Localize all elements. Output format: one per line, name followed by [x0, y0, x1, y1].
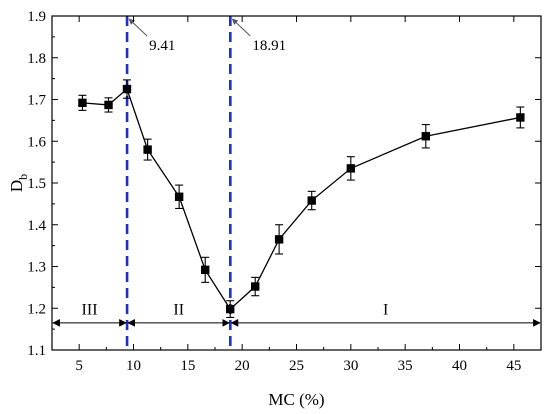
series-line: [82, 87, 521, 311]
reference-line-label: 9.41: [149, 38, 175, 54]
x-tick-label: 5: [75, 358, 83, 374]
region-label: II: [173, 302, 184, 319]
x-tick-label: 25: [289, 358, 304, 374]
y-tick-label: 1.3: [27, 260, 46, 276]
data-point: [516, 113, 525, 122]
y-tick-label: 1.2: [27, 301, 46, 317]
data-point: [251, 282, 260, 291]
y-tick-label: 1.8: [27, 51, 46, 67]
y-tick-label: 1.7: [27, 93, 46, 109]
data-point: [226, 304, 235, 314]
annotation-arrow: [231, 18, 251, 37]
x-tick-label: 15: [180, 358, 195, 374]
y-axis-title-main: D: [7, 180, 26, 192]
x-axis-title: MC (%): [268, 390, 324, 409]
data-point: [346, 164, 356, 173]
y-tick-label: 1.6: [27, 134, 46, 150]
y-tick-label: 1.1: [27, 343, 46, 359]
data-point: [274, 235, 284, 244]
data-point: [307, 196, 316, 205]
x-tick-label: 10: [126, 358, 141, 374]
x-tick-label: 30: [343, 358, 358, 374]
data-point: [143, 145, 152, 154]
data-point: [421, 132, 431, 141]
region-label: I: [383, 302, 388, 319]
x-tick-label: 40: [452, 358, 467, 374]
x-tick-label: 45: [506, 358, 521, 374]
data-point: [78, 98, 87, 108]
x-tick-label: 20: [235, 358, 250, 374]
y-axis-title-subscript: b: [16, 174, 30, 180]
data-point: [122, 84, 132, 94]
y-axis-title: Db: [7, 174, 30, 192]
x-tick-label: 35: [398, 358, 413, 374]
data-point: [201, 265, 210, 275]
region-label: III: [82, 302, 98, 319]
y-tick-label: 1.4: [27, 218, 46, 234]
plot-frame: [51, 15, 542, 351]
data-point: [104, 100, 113, 110]
y-tick-label: 1.9: [27, 9, 46, 25]
y-tick-label: 1.5: [27, 176, 46, 192]
data-point: [174, 192, 184, 201]
annotation-arrow: [128, 18, 148, 37]
reference-line-label: 18.91: [252, 38, 286, 54]
